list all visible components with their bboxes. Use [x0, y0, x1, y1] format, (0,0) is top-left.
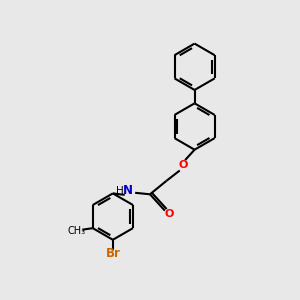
- Text: N: N: [123, 184, 133, 197]
- Text: H: H: [116, 186, 124, 196]
- Text: Br: Br: [105, 247, 120, 260]
- Text: O: O: [178, 160, 188, 170]
- Text: CH₃: CH₃: [68, 226, 85, 236]
- Text: O: O: [165, 208, 174, 219]
